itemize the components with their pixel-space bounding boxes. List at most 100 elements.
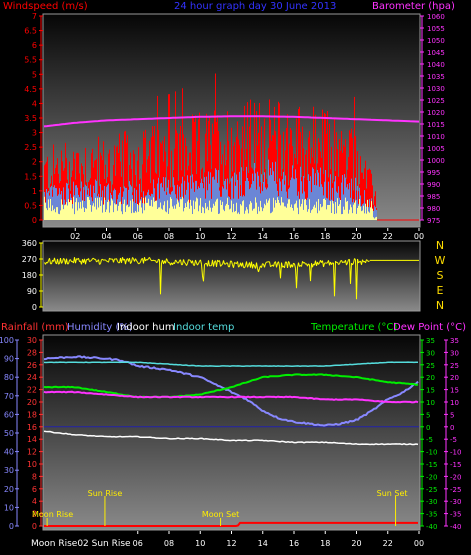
wind-dir-label: E <box>437 284 444 297</box>
dew-tick-label: -25 <box>450 486 461 494</box>
rain-tick-label: 18 <box>27 410 37 419</box>
direction-line <box>66 258 68 265</box>
barometer-line <box>43 115 420 128</box>
direction-line <box>342 261 344 264</box>
dew-tick-label: 15 <box>450 387 459 395</box>
wind-y-tick-label: 6 <box>32 41 37 50</box>
baro-tick-label: 1015 <box>427 121 445 129</box>
baro-tick-label: 1030 <box>427 85 445 93</box>
rain-tick-label: 16 <box>27 423 37 432</box>
dir-y-tick-label: 0 <box>32 303 37 312</box>
dew-tick-label: -15 <box>450 461 461 469</box>
wind-y-tick-label: 0.5 <box>24 201 37 210</box>
baro-tick-label: 1060 <box>427 13 445 21</box>
dew-tick-label: 0 <box>450 424 454 432</box>
baro-tick-label: 1050 <box>427 37 445 45</box>
temp-panel <box>42 334 421 531</box>
rain-tick-label: 24 <box>27 373 37 382</box>
direction-line <box>180 259 182 265</box>
dew-tick-label: 30 <box>450 349 459 357</box>
direction-line <box>221 263 223 266</box>
dew-tick-label: 35 <box>450 337 459 345</box>
direction-line <box>270 265 272 268</box>
barometer-title: Barometer (hpa) <box>372 1 455 12</box>
rainfall-title: Rainfall (mm) <box>1 322 69 333</box>
temp-tick-label: 15 <box>426 387 435 395</box>
direction-line <box>318 262 320 265</box>
direction-line <box>331 262 333 265</box>
direction-line <box>47 260 49 264</box>
wind-y-tick-label: 0 <box>32 216 37 225</box>
direction-line <box>308 263 310 266</box>
direction-line <box>261 263 263 268</box>
dew-tick-label: 25 <box>450 362 459 370</box>
direction-line <box>219 260 221 267</box>
wind-x-tick-label: 02 <box>70 232 80 241</box>
direction-line <box>189 259 191 262</box>
direction-line <box>137 261 139 265</box>
direction-line <box>149 257 151 260</box>
direction-line <box>88 258 90 262</box>
rain-tick-label: 12 <box>27 448 37 457</box>
wind-y-tick-label: 5 <box>32 70 37 79</box>
temp-tick-label: 25 <box>426 362 435 370</box>
temp-tick-label: 10 <box>426 399 435 407</box>
direction-line <box>98 259 100 265</box>
temp-x-tick-label: 08 <box>164 539 174 548</box>
direction-line <box>281 262 283 268</box>
rain-tick-label: 26 <box>27 361 37 370</box>
direction-line <box>365 259 367 264</box>
pct-tick-label: 20 <box>4 485 14 494</box>
temp-x-tick-label: 12 <box>226 539 236 548</box>
direction-line <box>220 264 222 267</box>
direction-line <box>187 259 189 264</box>
wind-x-tick-label: 06 <box>133 232 143 241</box>
event-label: Moon Rise <box>32 510 73 519</box>
direction-line <box>234 261 236 264</box>
direction-line <box>125 259 127 265</box>
series-line <box>43 361 419 367</box>
rain-tick-label: 0 <box>32 522 37 531</box>
direction-line <box>51 260 53 265</box>
direction-line <box>247 264 249 268</box>
direction-line <box>85 259 87 265</box>
direction-line <box>310 263 312 282</box>
direction-line <box>58 263 60 265</box>
baro-tick-label: 975 <box>427 217 440 225</box>
dew-tick-label: -10 <box>450 449 461 457</box>
temp-x-tick-label: 16 <box>289 539 299 548</box>
temp-x-tick-label: 14 <box>258 539 268 548</box>
wind-x-tick-label: 18 <box>320 232 330 241</box>
pct-tick-label: 60 <box>4 410 14 419</box>
temp-tick-label: 30 <box>426 349 435 357</box>
series-line <box>43 430 419 446</box>
direction-line <box>284 261 286 268</box>
direction-line <box>296 267 298 289</box>
direction-line <box>334 261 336 297</box>
dew-tick-label: 5 <box>450 411 454 419</box>
temp-tick-label: 5 <box>426 411 430 419</box>
direction-line <box>156 261 158 264</box>
temp-x-tick-label: 22 <box>383 539 393 548</box>
wind-y-tick-label: 7 <box>32 12 37 21</box>
direction-line <box>358 261 360 264</box>
direction-line <box>192 260 194 266</box>
pct-tick-label: 0 <box>9 522 14 531</box>
direction-line <box>178 260 180 264</box>
temp-tick-label: -10 <box>426 449 437 457</box>
direction-line <box>366 259 368 261</box>
wind-x-tick-label: 20 <box>351 232 361 241</box>
direction-line <box>273 262 275 267</box>
direction-line <box>183 259 185 263</box>
series-line <box>44 521 418 527</box>
temp-x-tick-label: 18 <box>320 539 330 548</box>
rain-tick-label: 2 <box>32 510 37 519</box>
wind-x-tick-label: 10 <box>195 232 205 241</box>
direction-line <box>288 261 290 264</box>
dir-y-tick-label: 180 <box>22 271 37 280</box>
wind-y-tick-label: 2.5 <box>24 143 37 152</box>
direction-line <box>293 262 295 265</box>
direction-line <box>158 258 160 261</box>
direction-line <box>96 260 98 263</box>
direction-line <box>139 261 141 264</box>
